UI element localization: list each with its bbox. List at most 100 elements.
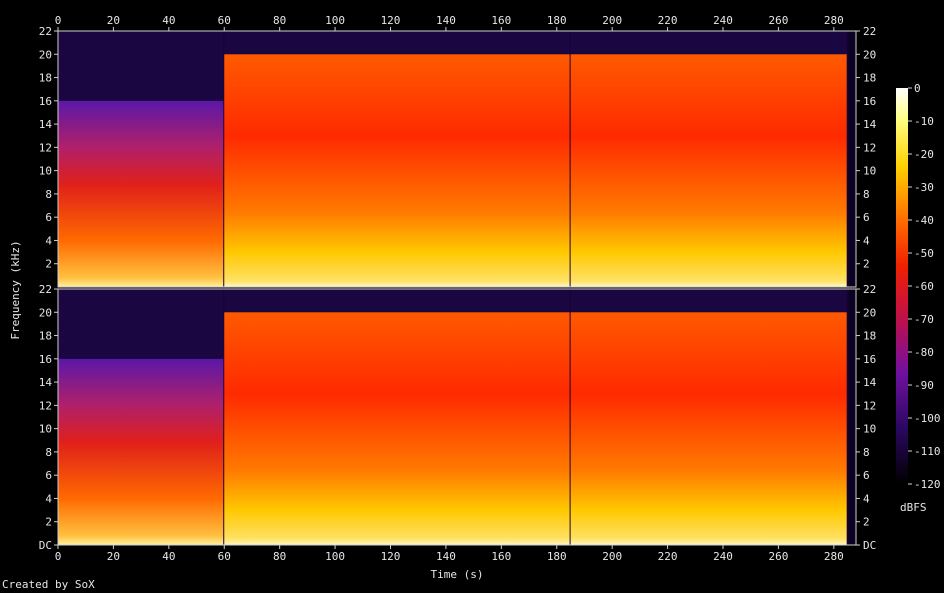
- xtick-label-bottom: 80: [273, 550, 286, 563]
- channel-2-ytick-label-right: 20: [863, 306, 876, 319]
- xtick-label-top: 100: [325, 14, 345, 27]
- channel-2-frame: [57, 288, 857, 546]
- y-axis-label: Frequency (kHz): [9, 240, 22, 339]
- colorbar-tick-label: -30: [914, 181, 934, 194]
- channel-2-ytick-label-left: 20: [39, 306, 52, 319]
- xtick-label-top: 260: [768, 14, 788, 27]
- x-axis-label: Time (s): [431, 568, 484, 581]
- channel-2-ytick-label-left: 8: [45, 446, 52, 459]
- colorbar-tick-label: -70: [914, 313, 934, 326]
- channel-2-ytick-label-left: 22: [39, 283, 52, 296]
- channel-2-segment-2-noise-band: [224, 289, 571, 313]
- xtick-label-bottom: 220: [658, 550, 678, 563]
- xtick-label-top: 220: [658, 14, 678, 27]
- channel-1-ytick-label-left: 12: [39, 141, 52, 154]
- colorbar-label: dBFS: [900, 501, 927, 514]
- channel-1-ytick-label-right: 22: [863, 25, 876, 38]
- xtick-label-bottom: 60: [218, 550, 231, 563]
- channel-1-ytick-label-right: 2: [863, 258, 870, 271]
- colorbar-tick-label: -40: [914, 214, 934, 227]
- xtick-label-bottom: 180: [547, 550, 567, 563]
- channel-1-ytick-label-right: 20: [863, 48, 876, 61]
- colorbar-tick-label: -60: [914, 280, 934, 293]
- channel-2-segment-1-noise-band: [58, 289, 225, 359]
- xtick-label-top: 60: [218, 14, 231, 27]
- channel-2-ytick-label-right: 16: [863, 353, 876, 366]
- channel-2-ytick-label-left: 2: [45, 516, 52, 529]
- xtick-label-top: 120: [381, 14, 401, 27]
- channel-1-ytick-label-left: 2: [45, 258, 52, 271]
- channel-1-frame: [57, 30, 857, 288]
- channel-1-ytick-label-right: 6: [863, 211, 870, 224]
- channel-1-ytick-label-right: 12: [863, 141, 876, 154]
- colorbar-tick-label: -80: [914, 346, 934, 359]
- colorbar-tick-label: -10: [914, 115, 934, 128]
- xtick-label-bottom: 100: [325, 550, 345, 563]
- xtick-label-top: 80: [273, 14, 286, 27]
- colorbar-tick-label: -110: [914, 445, 941, 458]
- xtick-label-bottom: 120: [381, 550, 401, 563]
- channel-1-segment-3-noise-band: [570, 31, 848, 55]
- channel-2-ytick-label-left: 12: [39, 399, 52, 412]
- channel-1-ytick-label-right: 4: [863, 234, 870, 247]
- xtick-label-top: 240: [713, 14, 733, 27]
- channel-1-ytick-label-left: 20: [39, 48, 52, 61]
- channel-2-ytick-label-right: 6: [863, 469, 870, 482]
- credit-text: Created by SoX: [2, 578, 95, 591]
- channel-2-segment-3-noise-band: [570, 289, 848, 313]
- channel-2-ytick-label-right: 2: [863, 516, 870, 529]
- channel-2-ytick-label-left: DC: [39, 539, 52, 552]
- colorbar: [896, 88, 908, 484]
- channel-1-segment-1: [58, 100, 225, 288]
- channel-1-ytick-label-left: 16: [39, 95, 52, 108]
- channel-1-ytick-label-left: 6: [45, 211, 52, 224]
- xtick-label-top: 20: [107, 14, 120, 27]
- xtick-label-bottom: 0: [55, 550, 62, 563]
- colorbar-tick-label: -120: [914, 478, 941, 491]
- channel-2-ytick-label-right: 10: [863, 423, 876, 436]
- channel-1-segment-3-boundary: [846, 31, 849, 287]
- channel-1-segment-2-noise-band: [224, 31, 571, 55]
- channel-1-panel: [58, 31, 856, 288]
- channel-2-panel: [58, 289, 856, 545]
- channel-2-ytick-label-left: 16: [39, 353, 52, 366]
- channel-2-ytick-label-right: 22: [863, 283, 876, 296]
- xtick-label-top: 0: [55, 14, 62, 27]
- channel-1-segment-3: [570, 54, 848, 287]
- channel-2-ytick-label-right: 4: [863, 492, 870, 505]
- colorbar-tick-label: -90: [914, 379, 934, 392]
- xtick-label-bottom: 20: [107, 550, 120, 563]
- channel-2-ytick-label-right: 14: [863, 376, 877, 389]
- colorbar-tick-label: -50: [914, 247, 934, 260]
- channel-1-ytick-label-left: 10: [39, 165, 52, 178]
- channel-2-segment-2: [224, 312, 571, 545]
- xtick-label-bottom: 260: [768, 550, 788, 563]
- channel-2-segment-3: [570, 312, 848, 545]
- channel-1-ytick-label-left: 4: [45, 234, 52, 247]
- channel-1-ytick-label-right: 16: [863, 95, 876, 108]
- channel-2-ytick-label-right: 12: [863, 399, 876, 412]
- channel-1-ytick-label-left: 8: [45, 188, 52, 201]
- channel-1-ytick-label-left: 22: [39, 25, 52, 38]
- channel-2-ytick-label-left: 10: [39, 423, 52, 436]
- channel-1-segment-1-noise-band: [58, 31, 225, 101]
- channel-1-ytick-label-right: 14: [863, 118, 877, 131]
- xtick-label-bottom: 200: [602, 550, 622, 563]
- channel-2-ytick-label-left: 14: [39, 376, 53, 389]
- channel-2-ytick-label-left: 4: [45, 492, 52, 505]
- xtick-label-bottom: 240: [713, 550, 733, 563]
- channel-2-segment-1: [58, 358, 225, 545]
- channel-1-segment-2: [224, 54, 571, 287]
- channel-1-ytick-label-right: 18: [863, 72, 876, 85]
- channel-2-segment-3-boundary: [846, 289, 849, 545]
- colorbar-tick-label: 0: [914, 82, 921, 95]
- colorbar-tick-label: -20: [914, 148, 934, 161]
- xtick-label-top: 160: [491, 14, 511, 27]
- channel-2-ytick-label-left: 6: [45, 469, 52, 482]
- channel-1-ytick-label-left: 14: [39, 118, 53, 131]
- colorbar-tick-label: -100: [914, 412, 941, 425]
- xtick-label-bottom: 140: [436, 550, 456, 563]
- xtick-label-top: 200: [602, 14, 622, 27]
- xtick-label-top: 280: [824, 14, 844, 27]
